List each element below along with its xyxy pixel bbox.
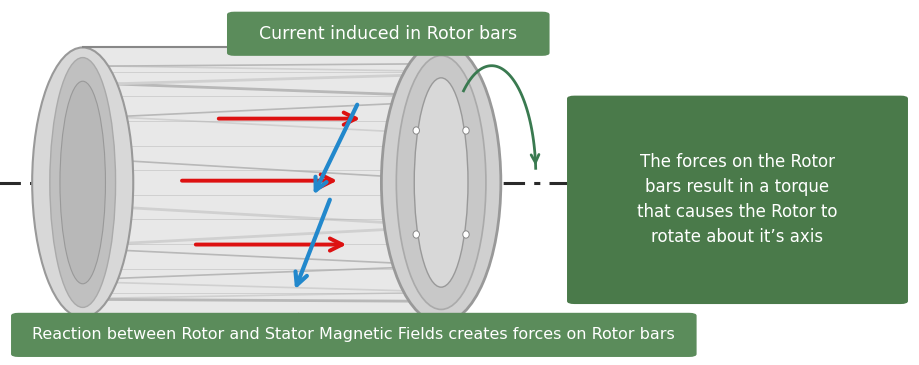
Ellipse shape <box>463 127 470 134</box>
Text: The forces on the Rotor
bars result in a torque
that causes the Rotor to
rotate : The forces on the Rotor bars result in a… <box>637 153 838 246</box>
Bar <box>83 47 441 318</box>
FancyBboxPatch shape <box>567 96 908 304</box>
Ellipse shape <box>50 58 116 307</box>
Ellipse shape <box>418 33 425 41</box>
Ellipse shape <box>413 127 419 134</box>
Ellipse shape <box>396 55 486 310</box>
Ellipse shape <box>458 33 464 41</box>
Ellipse shape <box>60 81 106 284</box>
Ellipse shape <box>32 47 133 318</box>
Text: Current induced in Rotor bars: Current induced in Rotor bars <box>259 25 517 43</box>
Ellipse shape <box>463 231 470 238</box>
Text: Reaction between Rotor and Stator Magnetic Fields creates forces on Rotor bars: Reaction between Rotor and Stator Magnet… <box>32 327 675 342</box>
Ellipse shape <box>413 231 419 238</box>
FancyBboxPatch shape <box>227 12 550 56</box>
Ellipse shape <box>458 324 464 332</box>
FancyBboxPatch shape <box>11 313 697 357</box>
Ellipse shape <box>381 42 501 323</box>
Ellipse shape <box>414 78 468 287</box>
Ellipse shape <box>418 324 425 332</box>
